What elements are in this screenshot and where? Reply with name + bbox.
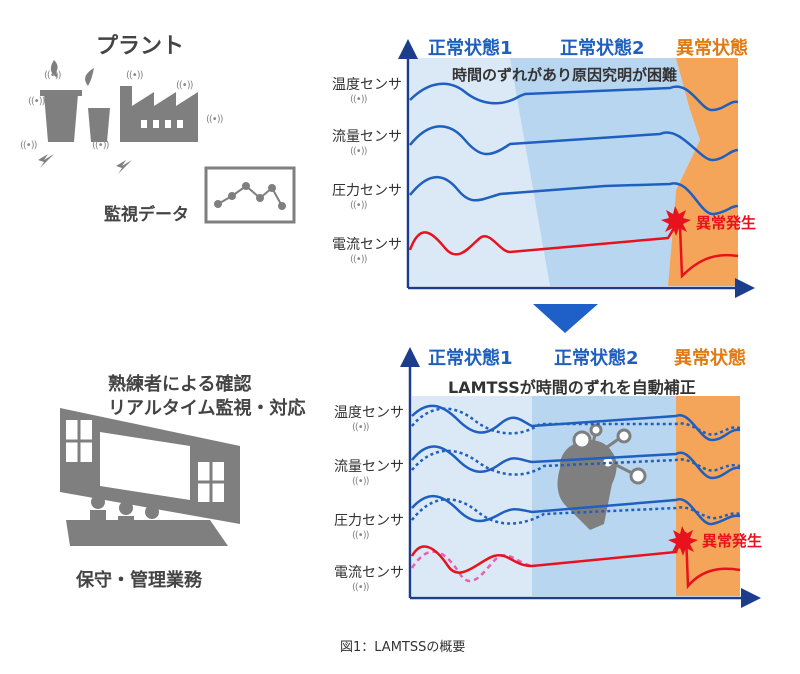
signal-icon: ((•)) [176,80,193,91]
smoke-icon [50,60,58,78]
top-message: 時間のずれがあり原因究明が困難 [452,66,678,84]
top-sensor-current: 電流センサ [332,237,402,253]
monitor-label: 監視データ [104,205,189,225]
plant-title: プラント [96,34,185,59]
bottom-sensor-flow: 流量センサ [334,459,404,475]
top-state-abnormal: 異常状態 [676,38,748,59]
top-sensor-flow: 流量センサ [332,129,402,145]
down-arrow-icon [533,304,598,333]
signal-icon: ((•)) [350,254,367,265]
signal-icon: ((•)) [350,94,367,105]
signal-icon: ((•)) [352,530,369,541]
top-anomaly-label: 異常発生 [696,214,757,232]
bottom-state-abnormal: 異常状態 [674,348,746,369]
signal-icon: ((•)) [44,70,61,81]
top-sensor-lines [408,82,739,279]
expert-line2: リアルタイム監視・対応 [108,398,306,419]
signal-icon: ((•)) [20,140,37,151]
signal-icon: ((•)) [350,200,367,211]
cooling-tower-icon [44,94,78,142]
signal-icon: ((•)) [352,476,369,487]
bottom-sensor-pressure: 圧力センサ [334,513,404,529]
control-room-illustration [60,408,240,546]
plant-illustration [38,60,198,174]
signal-icon: ((•)) [126,70,143,81]
signal-icon: ((•)) [352,422,369,433]
bottom-anomaly-label: 異常発生 [702,532,763,550]
top-state-normal2: 正常状態2 [560,38,645,59]
expert-line1: 熟練者による確認 [108,374,252,395]
lightning-icon [38,154,54,168]
maintenance-label: 保守・管理業務 [76,570,202,591]
operator-icon [91,495,105,509]
figure-caption: 図1：LAMTSSの概要 [340,640,466,655]
signal-icon: ((•)) [206,114,223,125]
top-sensor-pressure: 圧力センサ [332,183,402,199]
monitor-chart-icon [204,166,296,224]
anomaly-burst-icon-bottom [668,526,698,556]
signal-icon: ((•)) [28,96,45,107]
bottom-sensor-current: 電流センサ [334,565,404,581]
signal-icon: ((•)) [92,140,109,151]
anomaly-burst-icon [661,206,691,236]
bottom-sensor-temp: 温度センサ [334,405,404,421]
top-state-normal1: 正常状態1 [428,38,513,59]
bottom-message: LAMTSSが時間のずれを自動補正 [448,378,696,397]
bottom-sensor-lines [410,404,741,590]
factory-icon [120,86,132,142]
signal-icon: ((•)) [350,146,367,157]
signal-icon: ((•)) [352,582,369,593]
top-sensor-temp: 温度センサ [332,77,402,93]
top-panel-bg [410,58,738,286]
bottom-state-normal1: 正常状態1 [428,348,513,369]
bottom-state-normal2: 正常状態2 [554,348,639,369]
